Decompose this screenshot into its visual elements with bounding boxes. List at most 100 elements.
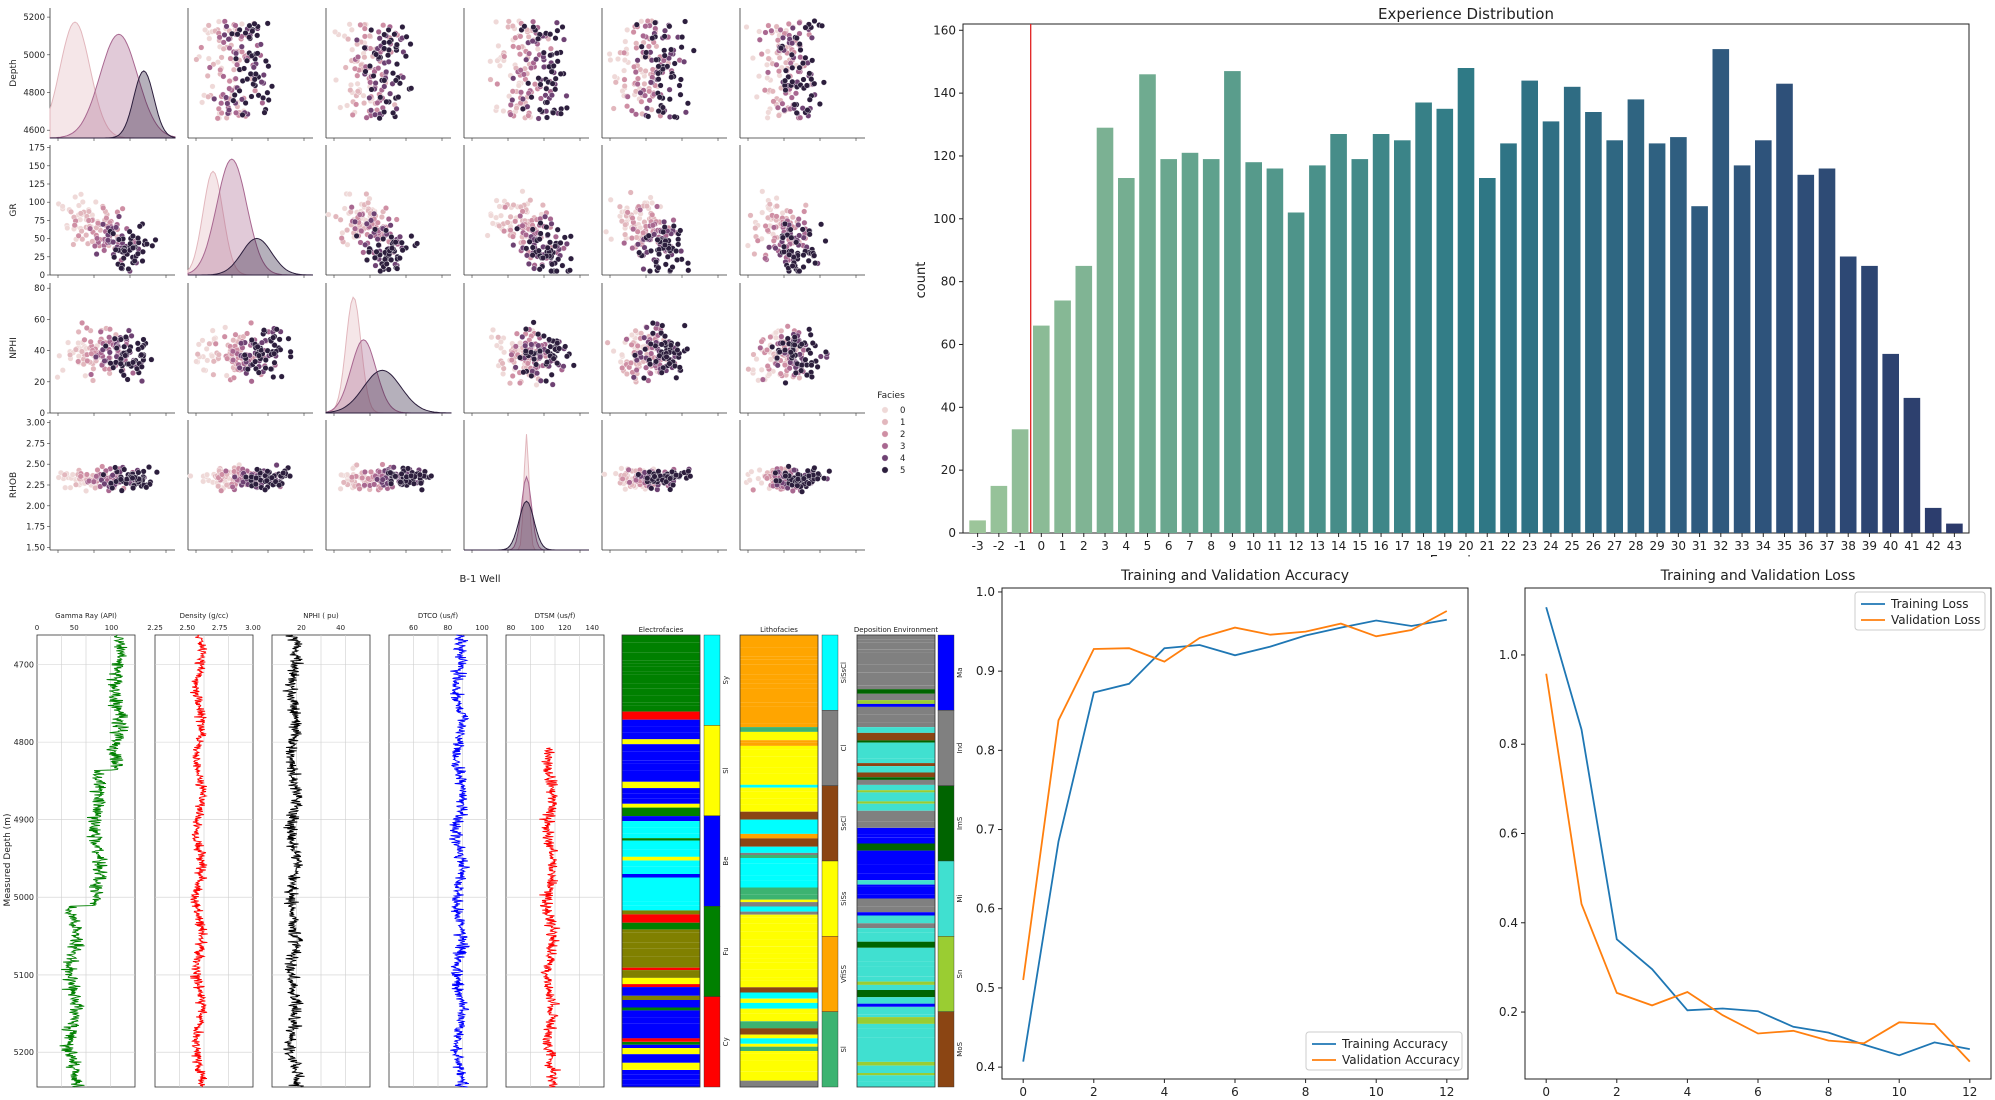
facies-band <box>622 702 700 706</box>
bar-24 <box>1542 121 1560 534</box>
facies-key-block <box>937 785 955 862</box>
scatter-point <box>385 26 392 33</box>
scatter-point <box>139 248 146 255</box>
facies-band <box>740 939 818 947</box>
scatter-point <box>628 341 635 348</box>
scatter-point <box>135 469 142 476</box>
scatter-point <box>674 347 681 354</box>
facies-band <box>740 906 818 912</box>
scatter-point <box>134 250 141 257</box>
scatter-point <box>554 340 561 347</box>
bar-x-tick-label: 14 <box>1331 539 1346 553</box>
scatter-point <box>353 37 360 44</box>
scatter-point <box>667 475 674 482</box>
scatter-point <box>59 203 66 210</box>
bar-x-tick-label: 34 <box>1756 539 1771 553</box>
scatter-point <box>809 340 816 347</box>
scatter-point <box>633 21 640 28</box>
scatter-point <box>379 476 386 483</box>
scatter-point <box>789 25 796 32</box>
facies-band <box>740 838 818 847</box>
scatter-point <box>550 355 557 362</box>
facies-band <box>857 952 935 959</box>
scatter-point <box>494 57 501 64</box>
scatter-point <box>352 65 359 72</box>
scatter-point <box>88 371 95 378</box>
facies-band <box>740 953 818 959</box>
scatter-point <box>374 236 381 243</box>
facies-band <box>857 817 935 822</box>
scatter-point <box>537 95 544 102</box>
bar-x-tick-label: 9 <box>1229 539 1237 553</box>
pair-y-tick-label: 4600 <box>23 126 45 136</box>
scatter-point <box>487 76 494 83</box>
bar-x-tick-label: 42 <box>1926 539 1941 553</box>
bar-42 <box>1924 507 1942 533</box>
facies-band <box>857 642 935 650</box>
scatter-point <box>773 477 780 484</box>
facies-band <box>740 923 818 932</box>
scatter-point <box>536 236 543 243</box>
facies-band <box>857 779 935 785</box>
scatter-point <box>552 35 559 42</box>
bar-x-tick-label: 1 <box>1059 539 1067 553</box>
scatter-point <box>358 227 365 234</box>
bar-y-tick-label: 0 <box>948 526 956 540</box>
facies-band <box>622 751 700 761</box>
facies-band <box>740 863 818 868</box>
bar-10 <box>1245 162 1262 533</box>
scatter-point <box>333 76 340 83</box>
scatter-point <box>669 264 676 271</box>
bar-x-tick-label: 20 <box>1458 539 1473 553</box>
scatter-point <box>398 470 405 477</box>
scatter-point <box>554 360 561 367</box>
scatter-point <box>529 252 536 259</box>
line-legend-label: Validation Accuracy <box>1342 1053 1460 1067</box>
scatter-point <box>248 319 255 326</box>
scatter-point <box>791 467 798 474</box>
scatter-point <box>194 351 201 358</box>
facies-band <box>740 683 818 689</box>
bar-x-tick-label: 2 <box>1080 539 1088 553</box>
scatter-point <box>755 475 762 482</box>
scatter-point <box>801 219 808 226</box>
scatter-point <box>115 213 122 220</box>
pair-y-tick-label: 4800 <box>23 89 45 99</box>
facies-band <box>857 932 935 942</box>
scatter-point <box>226 107 233 114</box>
scatter-point <box>232 50 239 57</box>
scatter-point <box>203 471 210 478</box>
scatter-point <box>777 370 784 377</box>
scatter-point <box>352 225 359 232</box>
scatter-point <box>791 341 798 348</box>
scatter-point <box>261 327 268 334</box>
facies-band <box>622 1070 700 1075</box>
scatter-point <box>649 320 656 327</box>
log-track-tick: 120 <box>558 624 571 632</box>
scatter-point <box>796 64 803 71</box>
scatter-point <box>646 88 653 95</box>
scatter-point <box>666 96 673 103</box>
facies-band <box>740 764 818 768</box>
bar-16 <box>1372 134 1390 533</box>
facies-band <box>622 1038 700 1042</box>
scatter-point <box>661 218 668 225</box>
facies-key-label: Sl <box>840 1046 848 1052</box>
scatter-point <box>671 60 678 67</box>
scatter-point <box>128 332 135 339</box>
facies-band <box>857 763 935 767</box>
scatter-point <box>529 38 536 45</box>
facies-band <box>857 912 935 916</box>
scatter-point <box>779 340 786 347</box>
bar-38 <box>1839 256 1857 533</box>
facies-key-label: Cl <box>840 745 848 752</box>
scatter-point <box>365 475 372 482</box>
facies-band <box>857 859 935 865</box>
bar-y-tick-label: 140 <box>933 86 956 100</box>
bar-x-tick-label: -3 <box>972 539 984 553</box>
facies-band <box>622 1062 700 1070</box>
scatter-point <box>528 64 535 71</box>
scatter-point <box>765 109 772 116</box>
scatter-point <box>107 360 114 367</box>
